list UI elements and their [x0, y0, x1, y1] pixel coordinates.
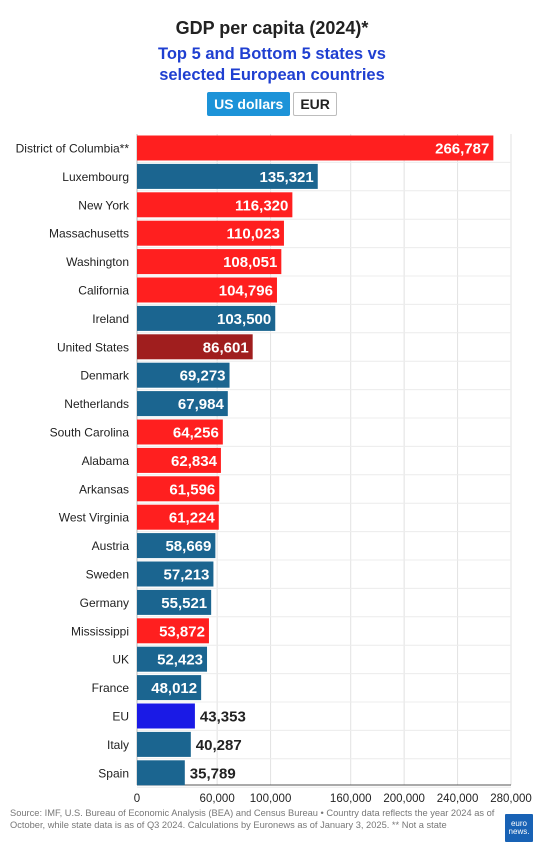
data-label: 110,023: [227, 226, 280, 243]
data-label: 103,500: [217, 311, 271, 328]
x-tick-label: 160,000: [330, 793, 372, 805]
bar: [137, 334, 253, 360]
bar: [137, 220, 284, 246]
bar: [137, 447, 221, 473]
category-label: EU: [112, 710, 129, 724]
data-label: 40,287: [196, 737, 242, 754]
currency-toggle: US dollars EUR: [0, 92, 544, 116]
category-label: California: [78, 284, 129, 298]
data-label: 35,789: [190, 765, 236, 782]
category-label: Netherlands: [64, 397, 129, 411]
data-label: 61,596: [169, 481, 215, 498]
bar: [137, 362, 230, 388]
category-label: Italy: [107, 738, 129, 752]
source-note: Source: IMF, U.S. Bureau of Economic Ana…: [10, 808, 495, 830]
bar: [137, 731, 191, 757]
x-tick-label: 280,000: [490, 793, 532, 805]
category-label: Washington: [66, 255, 129, 269]
eur-toggle-button[interactable]: EUR: [293, 92, 337, 116]
category-label: New York: [78, 198, 130, 212]
data-label: 55,521: [161, 595, 207, 612]
bar: [137, 618, 209, 644]
data-label: 104,796: [219, 283, 273, 300]
x-tick-label: 200,000: [383, 793, 425, 805]
category-label: Spain: [98, 766, 129, 780]
bar: [137, 419, 223, 445]
category-label: West Virginia: [59, 511, 130, 525]
data-label: 48,012: [151, 680, 197, 697]
data-label: 135,321: [260, 169, 314, 186]
bar: [137, 277, 277, 303]
bar: [137, 305, 276, 331]
bar: [137, 249, 282, 275]
category-label: United States: [57, 340, 129, 354]
category-label: Denmark: [80, 369, 130, 383]
data-label: 62,834: [171, 453, 218, 470]
category-label: Germany: [80, 596, 129, 610]
bar-chart: District of Columbia** 266,787 Luxembourg 1…: [16, 134, 532, 805]
data-label: 86,601: [203, 339, 249, 356]
x-tick-label: 0: [134, 793, 140, 805]
category-label: Luxembourg: [62, 170, 129, 184]
category-label: Ireland: [92, 312, 129, 326]
chart-title: GDP per capita (2024)*: [175, 18, 369, 38]
data-label: 116,320: [235, 197, 288, 214]
x-tick-label: 100,000: [250, 793, 292, 805]
bar: [137, 504, 219, 530]
category-label: South Carolina: [50, 426, 130, 440]
subtitle-line-1: Top 5 and Bottom 5 states vs: [158, 45, 386, 63]
chart-subtitle: Top 5 and Bottom 5 states vs selected Eu…: [0, 44, 544, 86]
data-label: 43,353: [200, 709, 246, 726]
bar: [137, 561, 214, 587]
category-label: District of Columbia**: [16, 142, 130, 156]
bar: [137, 163, 318, 189]
category-label: Massachusetts: [49, 227, 129, 241]
bar: [137, 703, 195, 729]
data-label: 108,051: [223, 254, 277, 271]
bar: [137, 646, 208, 672]
category-label: Arkansas: [79, 482, 129, 496]
data-label: 69,273: [180, 368, 226, 385]
data-label: 61,224: [169, 510, 216, 527]
bar: [137, 533, 216, 559]
bar: [137, 476, 220, 502]
category-label: Austria: [92, 539, 130, 553]
data-label: 57,213: [164, 567, 210, 584]
data-label: 52,423: [157, 652, 203, 669]
x-tick-label: 60,000: [200, 793, 235, 805]
euronews-logo: euro news.: [505, 814, 533, 842]
usd-toggle-button[interactable]: US dollars: [207, 92, 291, 116]
category-label: UK: [112, 653, 129, 667]
bar: [137, 760, 185, 786]
category-label: Mississippi: [71, 624, 129, 638]
bar: [137, 391, 228, 417]
bar: [137, 192, 293, 218]
data-label: 64,256: [173, 425, 219, 442]
bar: [137, 589, 212, 615]
data-label: 67,984: [178, 396, 225, 413]
data-label: 58,669: [165, 538, 211, 555]
x-tick-label: 240,000: [437, 793, 479, 805]
category-label: France: [92, 681, 130, 695]
bar: [137, 675, 202, 701]
data-label: 53,872: [159, 623, 205, 640]
subtitle-line-2: selected European countries: [159, 66, 385, 84]
category-label: Alabama: [82, 454, 130, 468]
bar: [137, 135, 494, 161]
data-label: 266,787: [435, 141, 489, 158]
category-label: Sweden: [86, 568, 129, 582]
